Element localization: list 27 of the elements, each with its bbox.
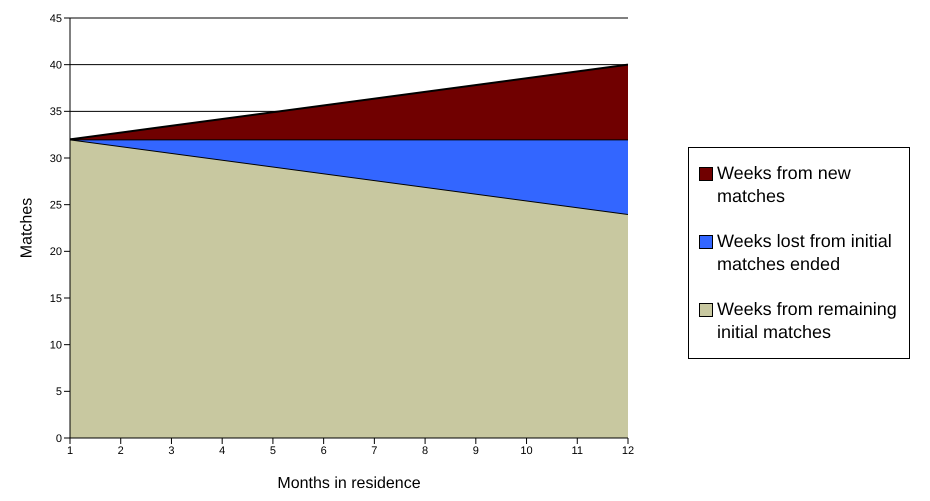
x-tick-label: 5 — [270, 444, 276, 457]
x-tick-label: 6 — [320, 444, 327, 457]
y-tick-label: 35 — [50, 106, 62, 118]
x-tick-label: 10 — [520, 444, 533, 457]
x-tick-label: 4 — [219, 444, 226, 457]
y-tick-label: 15 — [50, 292, 62, 305]
y-tick-label: 40 — [50, 60, 62, 72]
y-tick-label: 30 — [50, 152, 62, 165]
x-tick-label: 7 — [371, 444, 378, 457]
x-axis-title: Months in residence — [277, 475, 421, 492]
x-tick-label: 3 — [168, 444, 175, 457]
x-tick-label: 11 — [572, 444, 583, 457]
x-tick-label: 8 — [422, 444, 428, 457]
y-tick-label: 25 — [50, 200, 62, 212]
y-tick-label: 20 — [50, 246, 62, 258]
y-axis-title: Matches — [18, 198, 36, 258]
legend-label: Weeks from new matches — [717, 162, 852, 208]
x-tick-label: 2 — [118, 444, 124, 457]
y-tick-label: 0 — [56, 432, 62, 445]
y-tick-label: 5 — [56, 386, 62, 398]
x-tick-label: 1 — [66, 444, 74, 457]
x-tick-label: 9 — [472, 444, 479, 457]
legend-label: Weeks lost from initial matches ended — [717, 230, 893, 276]
legend-label: Weeks from remaining initial matches — [717, 298, 898, 344]
y-tick-label: 10 — [50, 340, 62, 352]
y-tick-label: 45 — [50, 12, 62, 25]
x-tick-label: 12 — [622, 444, 634, 457]
